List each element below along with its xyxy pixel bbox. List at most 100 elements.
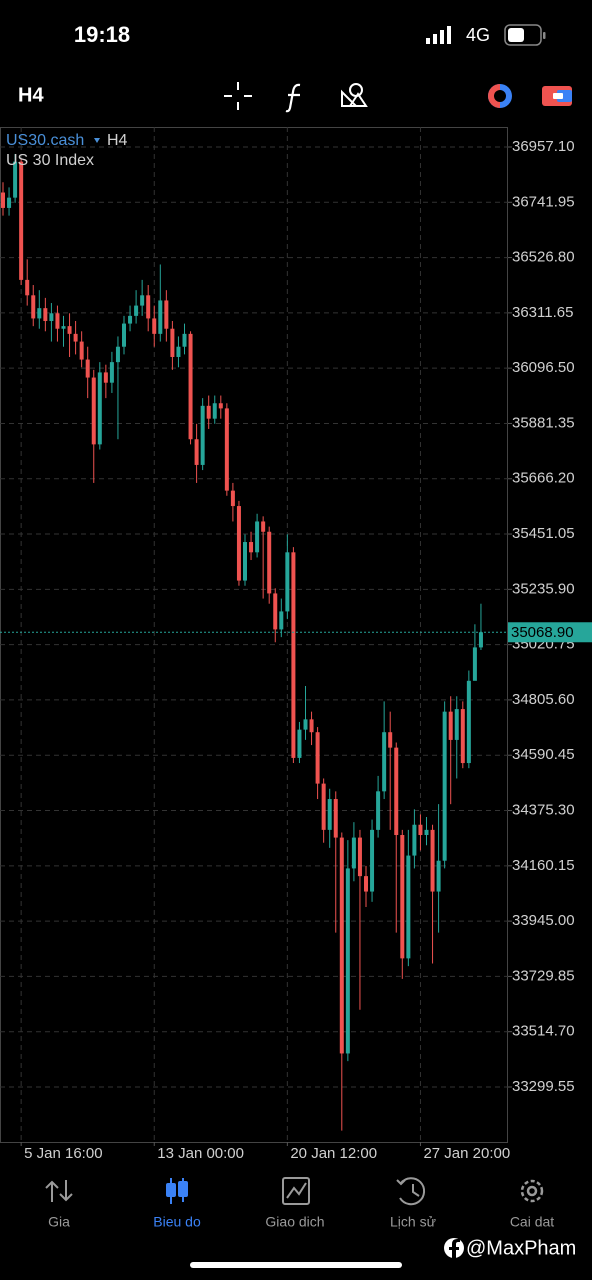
symbol-dropdown[interactable] (94, 138, 100, 143)
y-tick-label: 33729.85 (512, 967, 575, 984)
watermark: @MaxPham (466, 1237, 576, 1259)
candle-body (152, 318, 157, 334)
candle-body (448, 711, 453, 740)
candle-body (291, 552, 296, 758)
tab-label[interactable]: Bieu do (153, 1214, 201, 1230)
crosshair-button[interactable] (224, 82, 252, 110)
candle-body (230, 490, 235, 507)
candle-body (146, 295, 151, 319)
y-tick-label: 36096.50 (512, 359, 575, 376)
y-tick-label: 33299.55 (512, 1078, 575, 1095)
y-tick-label: 35881.35 (512, 414, 575, 431)
candle-body (194, 439, 199, 465)
candle-body (424, 829, 429, 836)
candle-body (55, 313, 60, 329)
candle-body (25, 279, 30, 296)
signal-icon (426, 26, 451, 44)
candle-body (388, 732, 393, 748)
candle-body (31, 295, 36, 319)
tab-history-icon[interactable] (396, 1177, 426, 1206)
tab-label[interactable]: Cai dat (510, 1214, 554, 1230)
tab-quotes-icon[interactable] (45, 1180, 73, 1202)
y-tick-label: 36741.95 (512, 193, 575, 210)
grid (0, 127, 508, 1142)
candle-body (67, 326, 72, 334)
current-price-box (508, 622, 592, 643)
candle-body (303, 719, 308, 730)
candle-body (357, 837, 362, 877)
chart-frame (0, 127, 508, 1143)
candle-body (164, 300, 169, 329)
candle-body (255, 521, 260, 553)
y-tick-label: 34160.15 (512, 857, 575, 874)
candle-body (218, 403, 223, 409)
y-tick-label: 36311.65 (512, 304, 573, 321)
objects-button[interactable] (341, 83, 368, 107)
timeframe-button[interactable]: H4 (18, 84, 44, 106)
candle-body (249, 542, 254, 553)
candle-body (454, 709, 459, 740)
trade-icon[interactable] (488, 84, 512, 108)
candle-body (122, 323, 126, 347)
axes: 36957.10 36741.95 36526.80 36311.65 36096.50… (0, 138, 592, 1162)
candle-body (315, 732, 320, 784)
candle-body (243, 542, 247, 581)
candle-body (460, 709, 465, 764)
candle-body (406, 855, 411, 959)
candle-body (224, 408, 229, 491)
facebook-icon (444, 1238, 464, 1259)
candle-body (43, 308, 48, 322)
candle-body (466, 680, 471, 764)
tab-trade-icon[interactable] (282, 1177, 310, 1205)
y-tick-label: 34590.45 (512, 746, 575, 763)
candle-body (79, 341, 84, 360)
candle-body (400, 835, 405, 959)
candle-body (339, 837, 344, 1054)
candle-body (364, 876, 368, 892)
candle-body (212, 403, 217, 419)
candle-body (382, 732, 387, 792)
candle-body (418, 824, 423, 836)
y-tick-label: 36957.10 (512, 138, 575, 155)
candle-body (140, 295, 145, 306)
y-tick-label: 34375.30 (512, 801, 575, 818)
y-tick-label: 33945.00 (512, 912, 575, 929)
candle-body (182, 333, 187, 347)
account-icon[interactable] (542, 86, 572, 106)
candle-body (49, 313, 54, 322)
candle-body (73, 333, 78, 342)
candle-body (158, 300, 163, 334)
candle-body (309, 719, 314, 733)
candle-body (436, 860, 441, 892)
indicators-button[interactable] (285, 83, 301, 113)
candle-body (327, 799, 332, 830)
x-tick-label: 27 Jan 20:00 (423, 1145, 510, 1162)
tab-label[interactable]: Giao dich (265, 1214, 324, 1230)
candle-body (478, 632, 483, 648)
candle-body (267, 531, 272, 594)
candle-body (370, 829, 375, 892)
candle-body (430, 829, 435, 892)
candle-body (37, 308, 42, 319)
candle-body (394, 747, 399, 836)
candle-body (333, 799, 338, 838)
tab-chart-icon[interactable] (166, 1178, 188, 1204)
y-tick-label: 35451.05 (512, 525, 575, 542)
candle-body (273, 593, 278, 630)
y-tick-label: 35235.90 (512, 580, 575, 597)
timeframe-label: H4 (107, 132, 128, 149)
tab-settings-icon[interactable] (520, 1179, 544, 1203)
tab-label[interactable]: Gia (48, 1214, 70, 1230)
tab-label[interactable]: Lịch sử (390, 1214, 436, 1230)
candle-body (97, 372, 102, 445)
candle-body (128, 315, 133, 324)
candle-body (115, 346, 120, 363)
home-indicator (190, 1262, 402, 1268)
symbol-label[interactable]: US30.cash (6, 132, 84, 149)
candle-body (103, 372, 108, 383)
candle-body (109, 362, 114, 383)
candle-body (472, 647, 477, 681)
candle-body (321, 783, 326, 830)
battery-icon (504, 24, 546, 46)
